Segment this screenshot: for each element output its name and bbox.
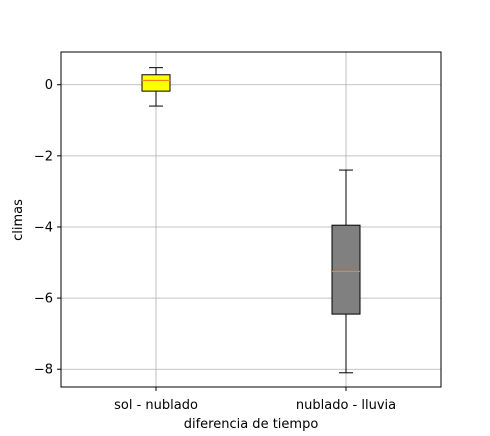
grid-lines: [61, 52, 441, 387]
box-body: [141, 74, 171, 92]
plot-frame: [60, 51, 442, 388]
y-axis-ticks: 0 −2 −4 −6 −8: [34, 78, 61, 378]
y-tick-label: −2: [34, 149, 53, 164]
y-tick-label: −8: [34, 363, 53, 378]
y-tick-label: −6: [34, 292, 53, 307]
x-tick-label: nublado - lluvia: [296, 398, 396, 413]
x-axis-label: diferencia de tiempo: [184, 417, 319, 432]
y-axis-label: climas: [11, 199, 26, 241]
boxes-layer: [141, 67, 361, 374]
y-tick-label: −4: [34, 220, 53, 235]
box-2: [331, 169, 361, 374]
x-tick-label: sol - nublado: [114, 398, 198, 413]
box-body: [331, 224, 361, 315]
box-1: [141, 67, 171, 107]
y-tick-label: 0: [45, 78, 53, 93]
x-axis-ticks: sol - nublado nublado - lluvia: [114, 387, 396, 413]
